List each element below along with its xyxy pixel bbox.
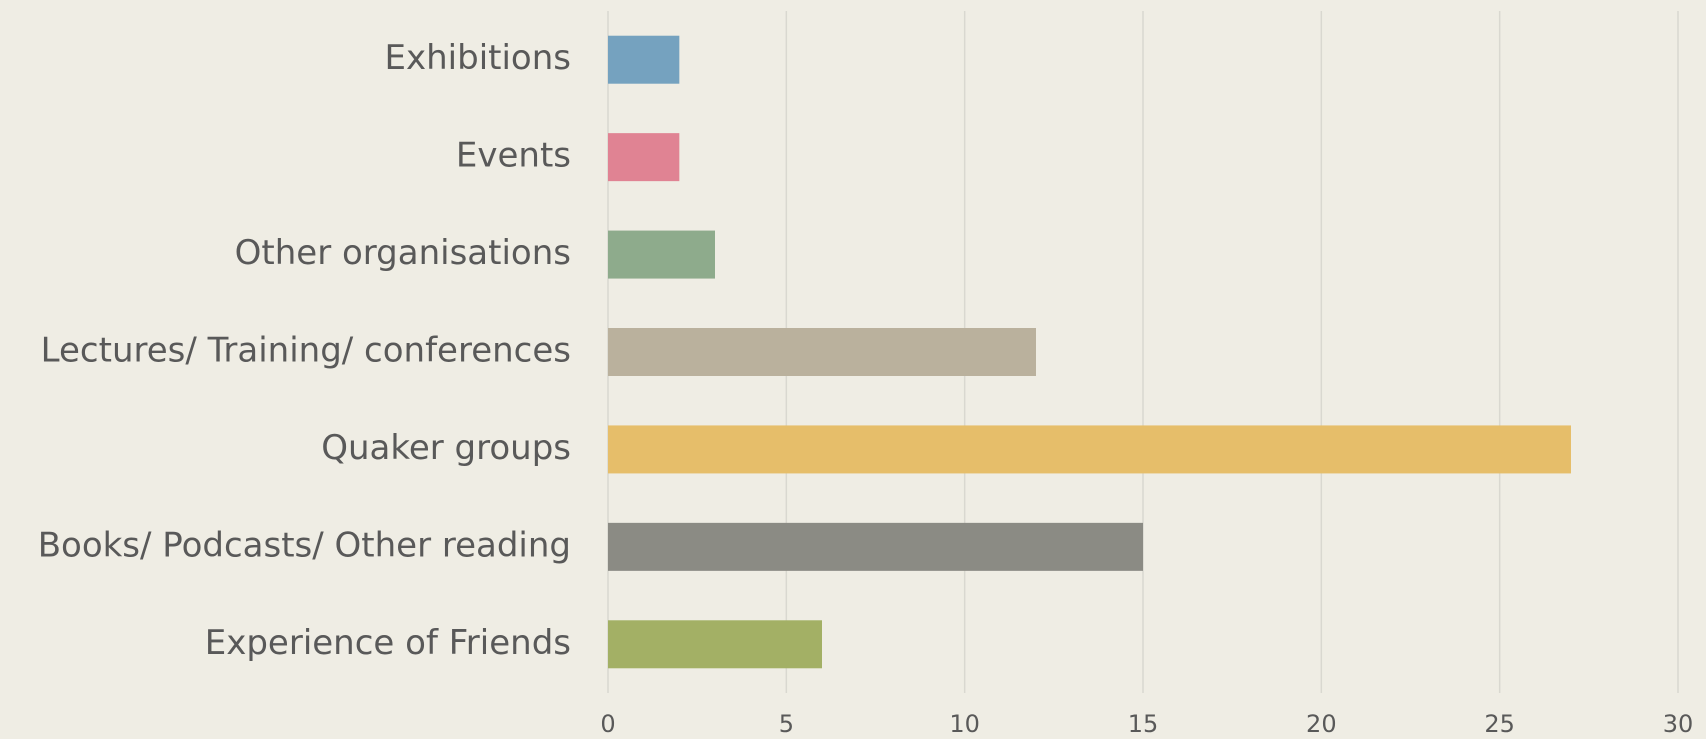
x-tick-label: 25	[1484, 710, 1515, 738]
bar	[608, 425, 1571, 474]
bar	[608, 35, 680, 84]
bar	[608, 133, 680, 182]
y-tick-label: Exhibitions	[385, 38, 571, 78]
x-tick-label: 30	[1663, 710, 1694, 738]
x-tick-label: 10	[949, 710, 980, 738]
y-tick-label: Lectures/ Training/ conferences	[41, 331, 571, 371]
y-tick-label: Quaker groups	[321, 428, 571, 468]
y-tick-label: Events	[456, 136, 571, 176]
x-tick-label: 20	[1306, 710, 1337, 738]
y-tick-label: Experience of Friends	[205, 623, 571, 663]
x-tick-label: 5	[779, 710, 794, 738]
bar	[608, 230, 715, 279]
y-tick-label: Books/ Podcasts/ Other reading	[38, 525, 571, 565]
x-tick-label: 0	[600, 710, 615, 738]
x-tick-label: 15	[1128, 710, 1159, 738]
bar	[608, 522, 1143, 571]
bar	[608, 620, 822, 669]
y-tick-label: Other organisations	[235, 233, 571, 273]
bar	[608, 328, 1036, 376]
